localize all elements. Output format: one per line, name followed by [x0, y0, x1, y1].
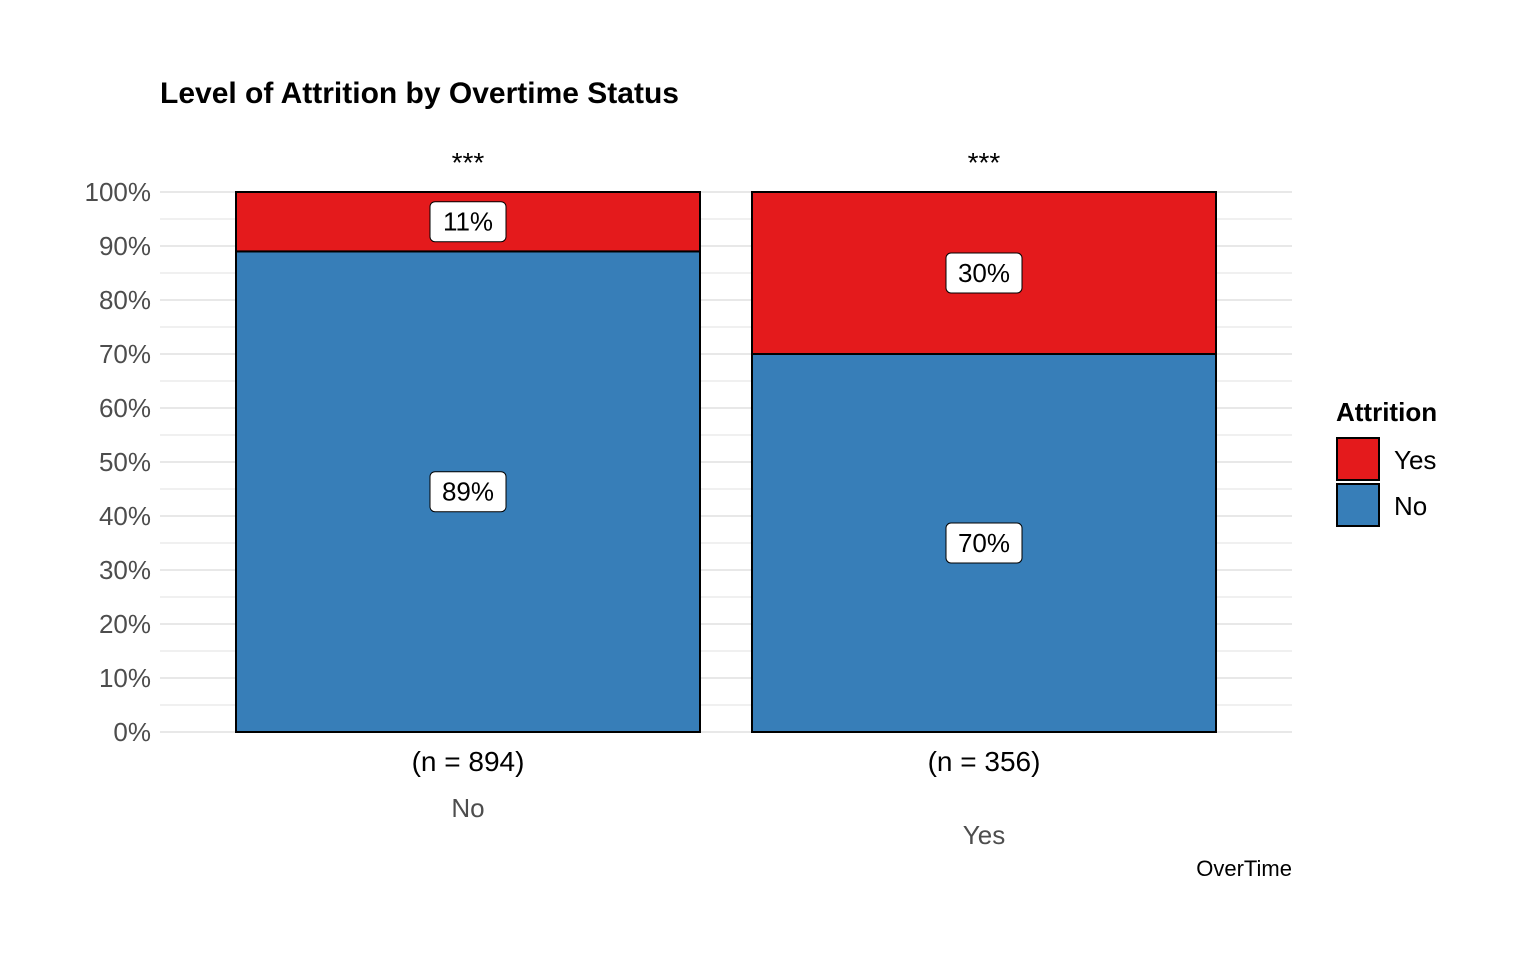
significance-marker: *** [968, 147, 1001, 178]
legend-swatch-yes [1336, 437, 1380, 481]
y-tick-label: 10% [99, 663, 151, 693]
data-label: 89% [442, 477, 494, 507]
data-label: 70% [958, 528, 1010, 558]
y-tick-label: 50% [99, 447, 151, 477]
y-tick-label: 30% [99, 555, 151, 585]
chart-title: Level of Attrition by Overtime Status [160, 77, 679, 110]
legend: Attrition Yes No [1336, 397, 1437, 527]
data-labels: 89% 11% *** 70% 30% *** [429, 147, 1023, 564]
x-axis-categories: (n = 894) No (n = 356) Yes [412, 746, 1041, 850]
data-label: 30% [958, 258, 1010, 288]
bars [235, 191, 1217, 733]
legend-label: No [1394, 491, 1427, 521]
legend-title: Attrition [1336, 397, 1437, 427]
y-tick-label: 80% [99, 285, 151, 315]
y-tick-label: 60% [99, 393, 151, 423]
data-label-box [945, 522, 1023, 564]
y-tick-label: 70% [99, 339, 151, 369]
x-axis-title: OverTime [1196, 856, 1292, 881]
y-tick-label: 0% [113, 717, 151, 747]
legend-items: Yes No [1336, 437, 1436, 527]
y-tick-label: 40% [99, 501, 151, 531]
y-tick-label: 90% [99, 231, 151, 261]
sample-size-label: (n = 356) [928, 746, 1041, 777]
legend-label: Yes [1394, 445, 1436, 475]
y-tick-label: 20% [99, 609, 151, 639]
x-category-label: No [451, 793, 484, 823]
legend-swatch-no [1336, 483, 1380, 527]
significance-marker: *** [452, 147, 485, 178]
sample-size-label: (n = 894) [412, 746, 525, 777]
x-category-label: Yes [963, 820, 1005, 850]
data-label-box [429, 201, 507, 243]
y-tick-label: 100% [85, 177, 152, 207]
data-label-box [429, 471, 507, 513]
data-label-box [945, 252, 1023, 294]
y-axis-ticks: 0% 10% 20% 30% 40% 50% 60% 70% 80% 90% 100% [85, 177, 152, 747]
data-label: 11% [443, 207, 493, 237]
